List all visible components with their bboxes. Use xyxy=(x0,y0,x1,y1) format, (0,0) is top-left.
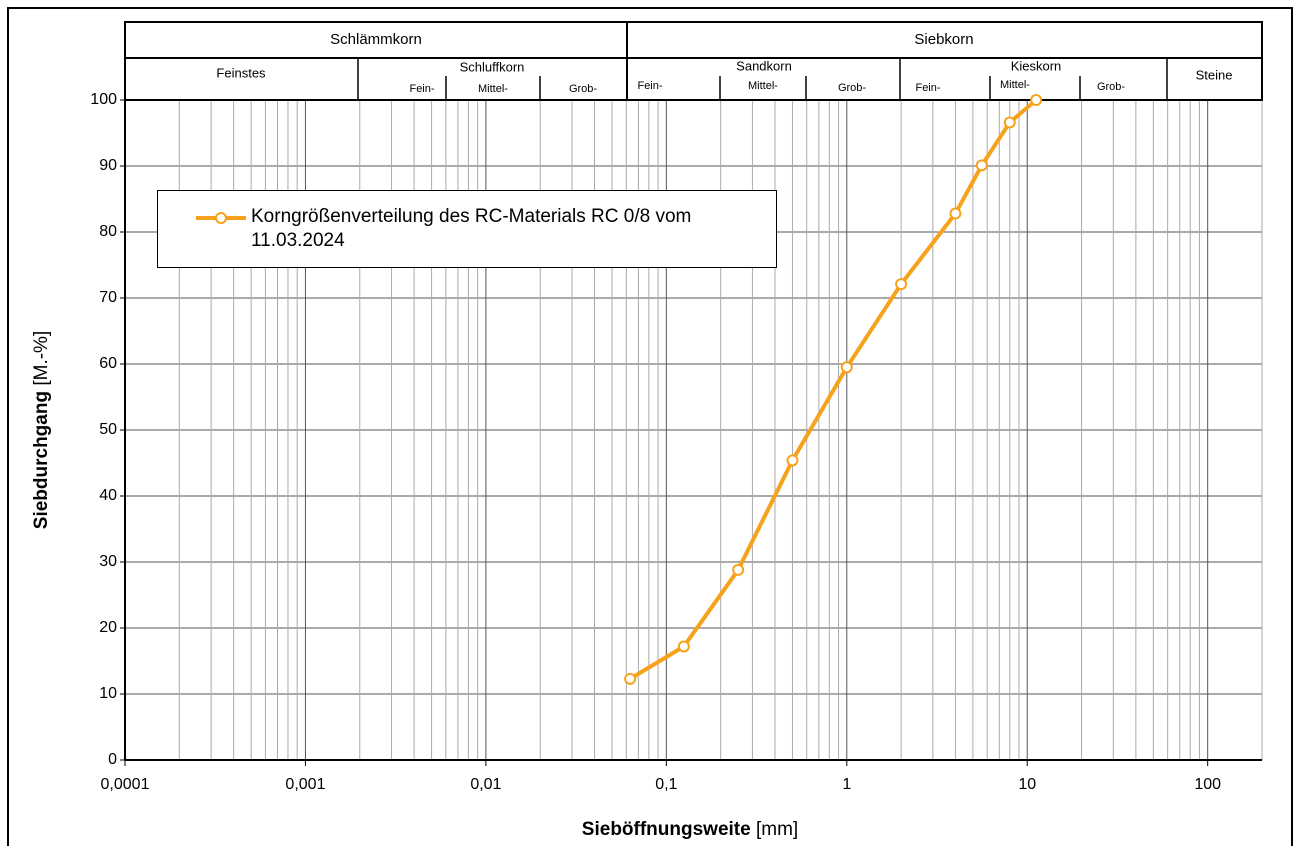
outer-border xyxy=(7,7,1293,846)
y-tick-label: 60 xyxy=(99,355,117,372)
y-tick-label: 50 xyxy=(99,421,117,438)
header-label: Schluffkorn xyxy=(460,59,525,74)
y-tick-label: 90 xyxy=(99,157,117,174)
y-tick-label: 20 xyxy=(99,619,117,636)
header-sublabel: Mittel- xyxy=(748,80,778,92)
header-label: Feinstes xyxy=(216,65,266,80)
data-point xyxy=(1003,116,1016,129)
y-tick-label: 70 xyxy=(99,289,117,306)
x-tick-label: 0,0001 xyxy=(101,776,150,793)
x-axis-title: Sieböffnungsweite [mm] xyxy=(582,819,798,840)
x-unit: [mm] xyxy=(756,819,798,840)
x-tick-label: 100 xyxy=(1194,776,1221,793)
y-tick-label: 40 xyxy=(99,487,117,504)
header-sublabel: Fein- xyxy=(637,80,662,92)
data-point xyxy=(677,640,690,653)
y-tick-label: 30 xyxy=(99,553,117,570)
x-tick-label: 0,001 xyxy=(285,776,325,793)
x-label: Sieböffnungsweite xyxy=(582,819,751,840)
data-point xyxy=(949,207,962,220)
header-sublabel: Grob- xyxy=(1097,81,1125,93)
data-point xyxy=(624,672,637,685)
header-sublabel: Fein- xyxy=(409,83,434,95)
legend: Korngrößenverteilung des RC-Materials RC… xyxy=(157,190,777,268)
y-unit: [M.-%] xyxy=(31,331,52,386)
header xyxy=(124,21,1263,101)
y-label: Siebdurchgang xyxy=(31,391,52,529)
header-label: Siebkorn xyxy=(914,31,973,48)
header-sublabel: Mittel- xyxy=(478,83,508,95)
y-tick-label: 80 xyxy=(99,223,117,240)
x-tick-label: 0,1 xyxy=(655,776,677,793)
data-point xyxy=(840,361,853,374)
header-label: Sandkorn xyxy=(736,58,792,73)
header-sublabel: Grob- xyxy=(838,82,866,94)
header-sublabel: Mittel- xyxy=(1000,79,1030,91)
y-tick-label: 10 xyxy=(99,685,117,702)
x-tick-label: 10 xyxy=(1018,776,1036,793)
header-label: Schlämmkorn xyxy=(330,31,422,48)
header-sublabel: Grob- xyxy=(569,83,597,95)
y-axis-title: Siebdurchgang [M.-%] xyxy=(31,331,52,529)
y-tick-label: 0 xyxy=(108,751,117,768)
data-point xyxy=(732,563,745,576)
plot: 0 10 20 30 40 50 60 70 80 90 100 0,0001 0,001 0,01 0,1… xyxy=(90,91,1262,793)
header-sublabel: Fein- xyxy=(915,82,940,94)
header-label: Steine xyxy=(1196,67,1233,82)
legend-swatch xyxy=(196,212,246,224)
data-point xyxy=(786,454,799,467)
header-label: Kieskorn xyxy=(1011,58,1062,73)
x-tick-label: 0,01 xyxy=(470,776,501,793)
data-point xyxy=(975,159,988,172)
data-point xyxy=(895,278,908,291)
series-line xyxy=(629,98,1038,681)
y-tick-label: 100 xyxy=(90,91,117,108)
legend-label: Korngrößenverteilung des RC-Materials RC… xyxy=(251,206,692,251)
data-point xyxy=(1030,94,1043,106)
x-tick-label: 1 xyxy=(842,776,851,793)
